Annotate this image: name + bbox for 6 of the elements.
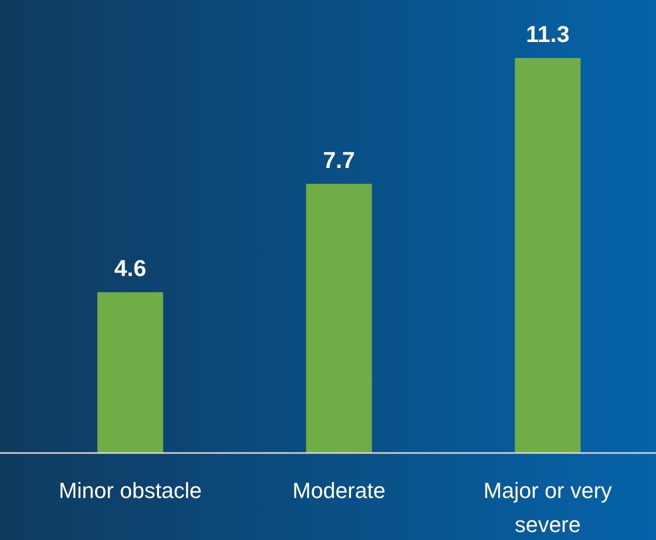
data-label: 7.7: [323, 146, 355, 173]
data-label: 11.3: [526, 21, 570, 47]
data-label: 4.6: [114, 255, 146, 282]
x-tick-label: Minor obstacle: [58, 478, 202, 503]
x-tick-label: Moderate: [292, 478, 386, 503]
x-tick-label: Major or very severe: [484, 478, 612, 537]
